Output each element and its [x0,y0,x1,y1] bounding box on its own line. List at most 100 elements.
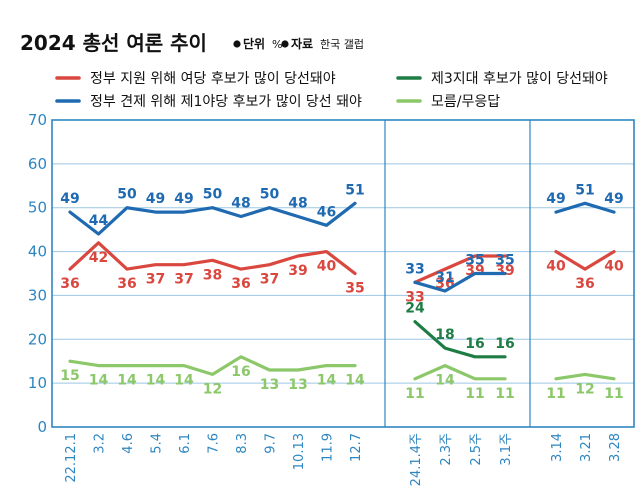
chart-title: 2024 총선 여론 추이 [20,31,207,55]
data-label-3-17: 11 [604,386,623,402]
data-label-3-1: 14 [89,373,109,389]
data-label-3-0: 15 [60,368,79,384]
x-tick-label-6: 8.3 [235,433,250,454]
data-label-0-5: 38 [203,267,222,283]
series-line-1-seg-0 [68,201,357,236]
data-label-0-11: 33 [405,289,424,305]
note-value-1: 한국 갤럽 [320,37,364,51]
series-line-2-seg-1 [413,320,507,359]
x-tick-label-2: 4.6 [121,433,136,454]
data-label-2-14: 16 [495,336,514,352]
x-tick-label-16: 3.21 [579,433,594,462]
x-tick-label-11: 24.1.4주 [409,433,424,486]
note-value-0: % [272,38,282,51]
x-tick-label-4: 6.1 [178,433,193,454]
data-label-3-15: 11 [546,386,565,402]
y-tick-label-40: 40 [28,243,47,261]
x-tick-label-13: 2.5주 [469,433,484,466]
note-bullet-icon [281,40,289,48]
x-tick-label-12: 2.3주 [439,433,454,466]
data-label-1-14: 35 [495,253,514,269]
data-label-2-13: 16 [465,336,484,352]
x-tick-label-5: 7.6 [207,433,222,454]
data-label-3-7: 13 [260,377,279,393]
series-line-0-seg-1 [413,254,507,284]
y-tick-label-30: 30 [28,286,47,304]
data-label-0-3: 37 [146,272,165,288]
series-line-3-seg-0 [68,355,357,376]
x-tick-label-0: 22.12.1 [64,433,79,483]
x-tick-label-17: 3.28 [608,433,623,462]
data-label-2-11: 24 [405,301,425,317]
legend-label-3: 모름/무응답 [431,94,500,110]
data-label-1-16: 51 [575,182,594,198]
data-label-1-4: 49 [174,191,193,207]
data-label-1-2: 50 [117,187,137,203]
note-label-0: 단위 [243,36,265,51]
data-label-0-16: 36 [575,276,594,292]
data-label-1-11: 33 [405,261,424,277]
series-line-0-seg-2 [554,250,616,271]
plot-frame [51,119,635,428]
y-tick-label-60: 60 [28,155,47,173]
x-tick-label-8: 10.13 [292,433,307,470]
data-label-1-13: 35 [465,253,484,269]
legend-label-0: 정부 지원 위해 여당 후보가 많이 당선돼야 [90,71,336,87]
data-label-0-1: 42 [89,250,108,266]
data-label-0-8: 39 [288,263,307,279]
note-label-1: 자료 [291,36,313,51]
data-label-3-11: 11 [405,386,424,402]
data-label-0-10: 35 [345,281,364,297]
data-label-3-2: 14 [117,373,137,389]
note-bullet-icon [233,40,241,48]
legend: 정부 지원 위해 여당 후보가 많이 당선돼야 제3지대 후보가 많이 당선돼야정… [55,71,608,110]
series-line-3-seg-2 [554,372,616,381]
data-label-3-16: 12 [575,381,594,397]
plot-area: 0 10 20 30 40 50 60 70 22.12.1 3.2 4.6 5.4 6.1 7.6 8.3… [28,111,635,486]
data-label-1-3: 49 [146,191,165,207]
x-tick-label-9: 11.9 [321,433,336,462]
x-tick-label-3: 5.4 [150,433,165,454]
y-tick-label-70: 70 [28,111,47,129]
data-label-0-2: 36 [117,276,136,292]
data-label-3-3: 14 [146,373,166,389]
data-label-1-0: 49 [60,191,79,207]
y-tick-label-0: 0 [37,418,47,436]
data-label-3-9: 14 [317,373,337,389]
x-tick-label-1: 3.2 [93,433,108,454]
y-tick-label-50: 50 [28,199,47,217]
data-label-3-5: 12 [203,381,222,397]
data-label-1-15: 49 [546,191,565,207]
chart-notes: 단위% 자료 한국 갤럽 [233,36,364,51]
data-label-3-10: 14 [345,373,365,389]
data-label-2-12: 18 [435,327,454,343]
data-label-1-5: 50 [203,187,223,203]
x-tick-label-7: 9.7 [264,433,279,454]
series-line-3-seg-1 [413,364,507,381]
data-label-1-9: 46 [317,204,336,220]
data-label-3-13: 11 [465,386,484,402]
data-label-1-17: 49 [604,191,623,207]
data-label-0-7: 37 [260,272,279,288]
data-label-3-4: 14 [174,373,194,389]
y-tick-label-20: 20 [28,330,47,348]
data-label-1-7: 50 [260,187,280,203]
data-label-1-12: 31 [435,270,454,286]
data-label-0-4: 37 [174,272,193,288]
series-line-1-seg-1 [413,271,507,293]
data-label-1-6: 48 [231,195,250,211]
data-label-0-9: 40 [317,259,337,275]
x-tick-label-10: 12.7 [349,433,364,462]
data-label-0-6: 36 [231,276,250,292]
data-label-3-8: 13 [288,377,307,393]
series-line-1-seg-2 [554,201,616,214]
data-label-1-8: 48 [288,195,307,211]
x-tick-label-15: 3.14 [550,433,565,462]
data-label-1-1: 44 [89,213,109,229]
data-label-0-15: 40 [546,259,566,275]
x-tick-label-14: 3.1주 [499,433,514,466]
data-label-1-10: 51 [345,182,364,198]
series-line-0-seg-0 [68,241,357,276]
data-label-0-0: 36 [60,276,79,292]
data-label-3-14: 11 [495,386,514,402]
